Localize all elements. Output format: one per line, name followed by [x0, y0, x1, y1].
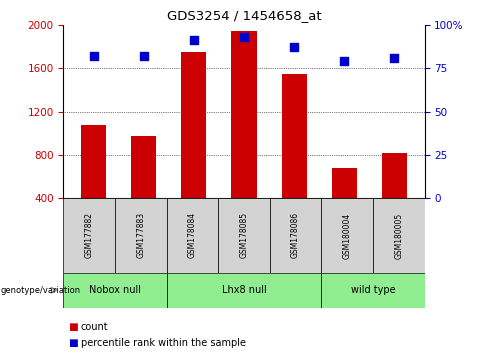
Text: GSM178086: GSM178086: [291, 212, 300, 258]
Text: Nobox null: Nobox null: [89, 285, 141, 295]
Text: ■: ■: [68, 338, 78, 348]
Text: wild type: wild type: [351, 285, 395, 295]
Bar: [270, 198, 322, 273]
Point: [140, 53, 147, 59]
Bar: [63, 198, 115, 273]
Point: [341, 58, 348, 64]
Bar: [373, 198, 425, 273]
Bar: [322, 198, 373, 273]
Bar: [218, 198, 270, 273]
Text: GSM180004: GSM180004: [343, 212, 352, 258]
Point: [90, 53, 98, 59]
Text: Lhx8 null: Lhx8 null: [222, 285, 266, 295]
Point: [390, 55, 398, 61]
Text: GSM180005: GSM180005: [394, 212, 403, 258]
Text: genotype/variation: genotype/variation: [0, 286, 81, 295]
Bar: [231, 31, 257, 198]
Title: GDS3254 / 1454658_at: GDS3254 / 1454658_at: [167, 9, 321, 22]
Bar: [115, 198, 166, 273]
Point: [240, 34, 248, 40]
Text: count: count: [81, 322, 108, 332]
Text: GSM178084: GSM178084: [188, 212, 197, 258]
Text: percentile rank within the sample: percentile rank within the sample: [81, 338, 245, 348]
Bar: [81, 125, 106, 198]
Bar: [322, 273, 425, 308]
Bar: [332, 168, 357, 198]
Bar: [166, 273, 322, 308]
Text: GSM177882: GSM177882: [85, 212, 94, 258]
Point: [290, 45, 298, 50]
Text: GSM178085: GSM178085: [240, 212, 248, 258]
Text: GSM177883: GSM177883: [136, 212, 145, 258]
Text: ■: ■: [68, 322, 78, 332]
Bar: [382, 153, 407, 198]
Point: [190, 38, 198, 43]
Bar: [282, 74, 306, 198]
Bar: [131, 136, 156, 198]
Bar: [182, 52, 206, 198]
Bar: [166, 198, 218, 273]
Bar: [63, 273, 166, 308]
